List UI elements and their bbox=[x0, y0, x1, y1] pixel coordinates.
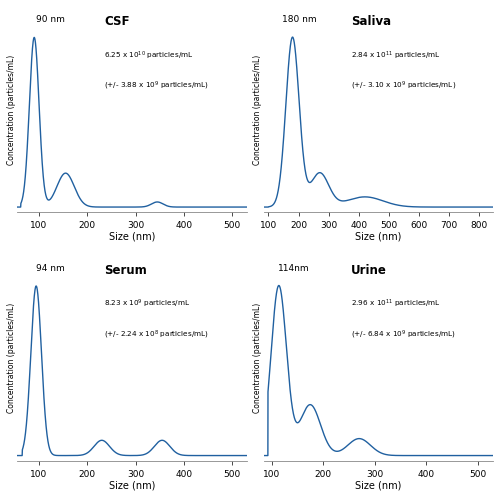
X-axis label: Size (nm): Size (nm) bbox=[108, 232, 155, 242]
Text: 114nm: 114nm bbox=[278, 264, 309, 273]
Y-axis label: Concentration (particles/mL): Concentration (particles/mL) bbox=[254, 54, 262, 165]
Text: Saliva: Saliva bbox=[351, 15, 391, 28]
Text: 90 nm: 90 nm bbox=[36, 15, 64, 24]
Text: 180 nm: 180 nm bbox=[282, 15, 317, 24]
Text: (+/- 2.24 x 10$^{8}$ particles/mL): (+/- 2.24 x 10$^{8}$ particles/mL) bbox=[104, 329, 209, 340]
Text: (+/- 3.88 x 10$^{9}$ particles/mL): (+/- 3.88 x 10$^{9}$ particles/mL) bbox=[104, 80, 210, 92]
Text: CSF: CSF bbox=[104, 15, 130, 28]
Text: Urine: Urine bbox=[351, 264, 387, 277]
Y-axis label: Concentration (particles/mL): Concentration (particles/mL) bbox=[7, 54, 16, 165]
Text: 2.84 x 10$^{11}$ particles/mL: 2.84 x 10$^{11}$ particles/mL bbox=[351, 49, 440, 62]
Text: 8.23 x 10$^{9}$ particles/mL: 8.23 x 10$^{9}$ particles/mL bbox=[104, 298, 191, 310]
Y-axis label: Concentration (particles/mL): Concentration (particles/mL) bbox=[7, 303, 16, 413]
X-axis label: Size (nm): Size (nm) bbox=[108, 480, 155, 490]
X-axis label: Size (nm): Size (nm) bbox=[356, 232, 402, 242]
Text: 2.96 x 10$^{11}$ particles/mL: 2.96 x 10$^{11}$ particles/mL bbox=[351, 298, 441, 310]
Text: Serum: Serum bbox=[104, 264, 147, 277]
X-axis label: Size (nm): Size (nm) bbox=[356, 480, 402, 490]
Text: (+/- 6.84 x 10$^{9}$ particles/mL): (+/- 6.84 x 10$^{9}$ particles/mL) bbox=[351, 329, 456, 340]
Text: (+/- 3.10 x 10$^{9}$ particles/mL): (+/- 3.10 x 10$^{9}$ particles/mL) bbox=[351, 80, 456, 92]
Text: 6.25 x 10$^{10}$ particles/mL: 6.25 x 10$^{10}$ particles/mL bbox=[104, 49, 194, 62]
Text: 94 nm: 94 nm bbox=[36, 264, 64, 273]
Y-axis label: Concentration (particles/mL): Concentration (particles/mL) bbox=[254, 303, 262, 413]
